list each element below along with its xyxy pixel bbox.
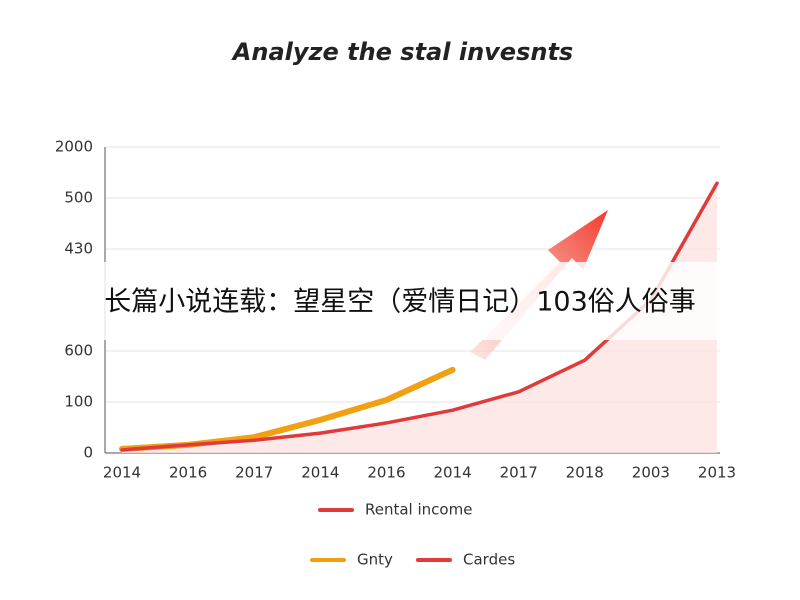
y-tick-label: 500	[64, 189, 93, 207]
y-tick-label: 0	[83, 444, 93, 462]
x-tick-label: 2014	[433, 464, 471, 482]
x-tick-label: 2014	[301, 464, 339, 482]
x-tick-label: 2017	[500, 464, 538, 482]
x-tick-label: 2017	[235, 464, 273, 482]
x-tick-label: 2013	[698, 464, 736, 482]
y-tick-label: 2000	[55, 138, 93, 156]
y-tick-label: 430	[64, 240, 93, 258]
chart-title: Analyze the stal invesnts	[231, 38, 573, 66]
banner-bg	[0, 262, 800, 340]
x-tick-label: 2016	[169, 464, 207, 482]
x-tick-label: 2016	[367, 464, 405, 482]
x-tick-label: 2018	[566, 464, 604, 482]
area	[122, 183, 717, 453]
x-tick-label: 2003	[632, 464, 670, 482]
overlay-text: 长篇小说连载：望星空（爱情日记）103俗人俗事	[104, 287, 696, 318]
y-tick-label: 100	[64, 393, 93, 411]
y-tick-label: 600	[64, 342, 93, 360]
legend-label: Cardes	[463, 551, 515, 569]
x-tick-label: 2014	[103, 464, 141, 482]
legend-label: Gnty	[357, 551, 393, 569]
legend-label: Rental income	[365, 501, 472, 519]
plot-area: 0 100 600 430 500 2000 2014 2016 2017 2014 2016 201…	[55, 138, 736, 482]
